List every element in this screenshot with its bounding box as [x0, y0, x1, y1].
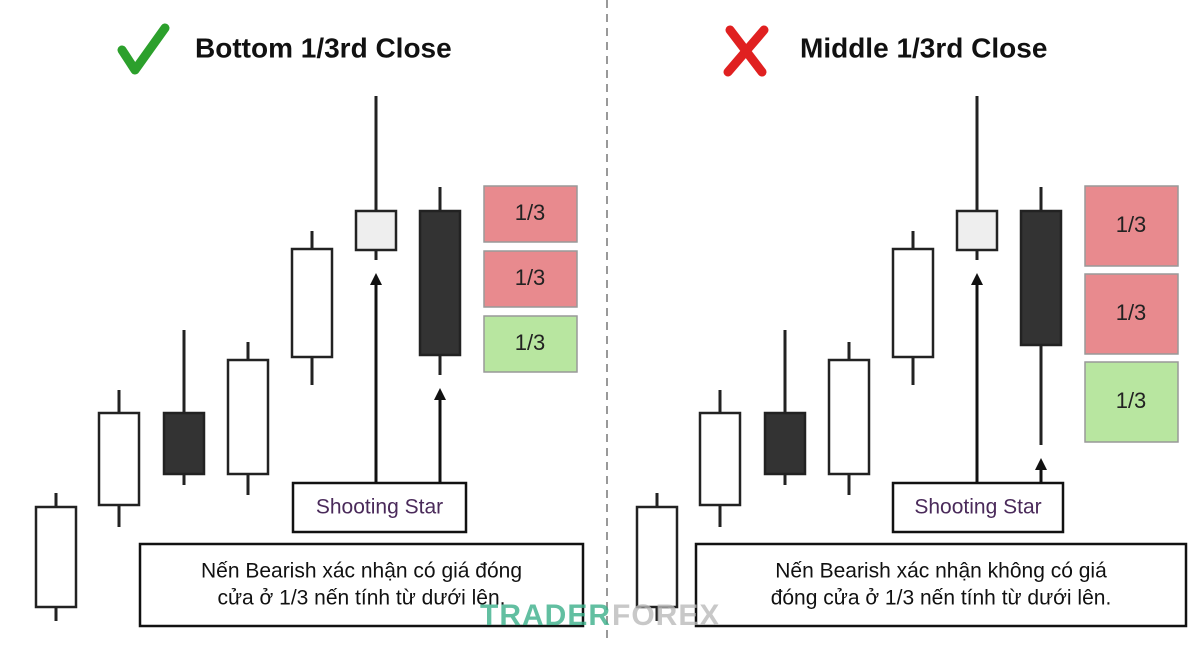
candle-body — [418, 209, 462, 357]
candle-body — [226, 358, 270, 476]
label-box — [291, 481, 468, 534]
candle-body — [97, 411, 141, 507]
third-box — [1084, 273, 1179, 355]
third-label: 1/3 — [1116, 388, 1147, 413]
label-box — [891, 481, 1065, 534]
third-box — [483, 315, 578, 373]
watermark: FOREX — [612, 599, 720, 632]
caption: cửa ở 1/3 nến tính từ dưới lên. — [217, 587, 505, 610]
third-label: 1/3 — [1116, 212, 1147, 237]
candle-body — [34, 505, 78, 609]
watermark: TRADER — [480, 599, 611, 632]
third-label: 1/3 — [1116, 300, 1147, 325]
arrow-head — [434, 388, 446, 400]
third-label: 1/3 — [515, 265, 546, 290]
arrow-head — [971, 273, 983, 285]
candle-body — [162, 411, 206, 476]
label: Shooting Star — [914, 496, 1041, 519]
arrow-head — [1035, 458, 1047, 470]
third-label: 1/3 — [515, 330, 546, 355]
caption-box — [694, 542, 1188, 628]
panel-title: Bottom 1/3rd Close — [195, 32, 452, 63]
candle-body — [635, 505, 679, 609]
candle-body — [955, 209, 999, 252]
check-icon — [117, 23, 170, 75]
third-box — [1084, 361, 1179, 443]
candle-body — [698, 411, 742, 507]
panel-title: Middle 1/3rd Close — [800, 32, 1047, 63]
candle-body — [763, 411, 807, 476]
arrow-head — [370, 273, 382, 285]
candle-body — [827, 358, 871, 476]
third-box — [483, 185, 578, 243]
cross-icon — [723, 25, 769, 77]
caption: Nến Bearish xác nhận có giá đóng — [201, 560, 522, 583]
candle-body — [290, 247, 334, 359]
third-box — [483, 250, 578, 308]
label: Shooting Star — [316, 496, 443, 519]
caption: Nến Bearish xác nhận không có giá — [775, 560, 1107, 583]
candle-body — [1019, 209, 1063, 347]
third-label: 1/3 — [515, 200, 546, 225]
candle-body — [891, 247, 935, 359]
third-box — [1084, 185, 1179, 267]
caption: đóng cửa ở 1/3 nến tính từ dưới lên. — [771, 587, 1112, 610]
caption-box — [138, 542, 585, 628]
candle-body — [354, 209, 398, 252]
